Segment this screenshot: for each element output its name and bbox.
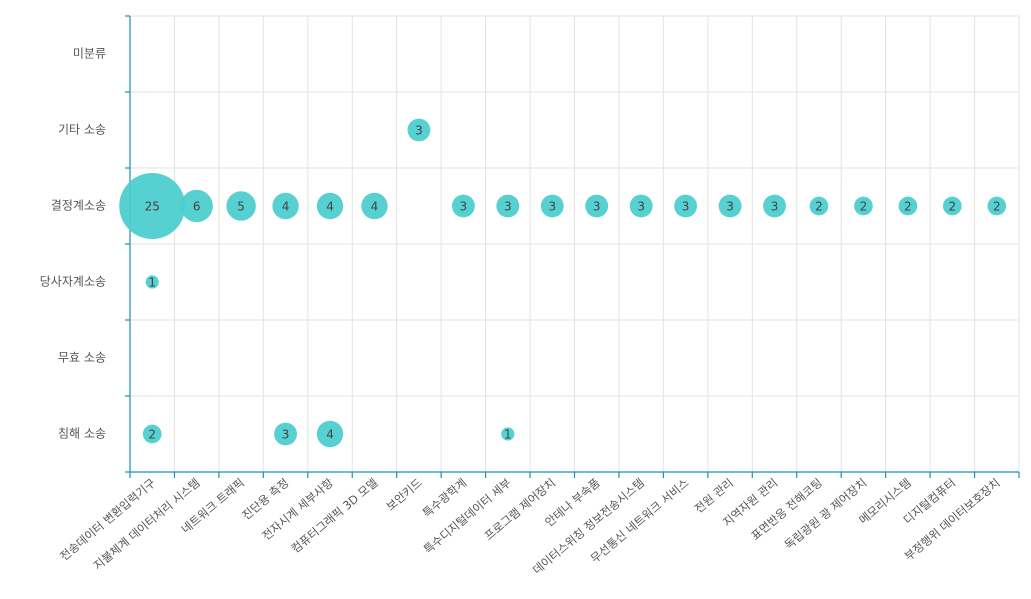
bubble [763, 194, 786, 218]
bubble [898, 196, 918, 216]
grid [130, 15, 1020, 472]
bubble-value-label: 5 [237, 200, 245, 214]
bubble-value-label: 1 [504, 428, 512, 442]
bubble [119, 173, 186, 239]
bubble [496, 194, 520, 218]
bubble-value-label: 3 [682, 200, 690, 214]
bubble [407, 118, 431, 142]
bubble [274, 422, 298, 446]
bubble [585, 194, 609, 218]
x-tick-label: 보안키드 [383, 476, 424, 514]
bubble [142, 424, 162, 444]
bubble [854, 196, 873, 216]
bubble [272, 192, 299, 220]
x-tick-label: 독립광원 광 제어장치 [782, 476, 870, 553]
bubble [674, 194, 698, 218]
bubble-value-label: 4 [326, 428, 334, 442]
y-tick-label: 당사자계소송 [40, 275, 106, 289]
bubble [180, 189, 213, 223]
bubble-value-label: 2 [148, 428, 156, 442]
bubble [629, 194, 653, 218]
bubbles: 3 25 6 5 4 4 4 3 3 3 3 3 3 3 3 2 2 2 2 2 1 2 3 4 1 [119, 118, 1007, 448]
y-tick-label: 무효 소송 [58, 351, 106, 365]
x-tick-label: 컴퓨터그래픽 3D 모델 [289, 476, 381, 556]
bubble-value-label: 3 [771, 200, 779, 214]
bubble-value-label: 3 [504, 200, 512, 214]
bubble-value-label: 3 [637, 200, 645, 214]
bubble-value-label: 4 [371, 200, 379, 214]
bubble-value-label: 3 [415, 124, 423, 138]
y-tick-label: 결정계소송 [51, 199, 106, 213]
bubble-value-label: 2 [993, 200, 1001, 214]
bubble-value-label: 3 [460, 200, 468, 214]
bubble [451, 194, 475, 218]
bubble-value-label: 4 [282, 200, 290, 214]
bubble [316, 420, 344, 448]
bubble [501, 427, 515, 441]
bubble [809, 196, 829, 216]
y-tick-label: 기타 소송 [58, 123, 106, 137]
y-tick-label: 침해 소송 [58, 427, 106, 441]
bubble-value-label: 4 [326, 200, 334, 214]
bubble [361, 192, 388, 220]
bubble [226, 191, 256, 221]
bubble [718, 194, 742, 218]
bubble [540, 194, 564, 218]
bubble-value-label: 3 [282, 428, 290, 442]
bubble [145, 275, 159, 289]
bubble [942, 196, 962, 216]
bubble-value-label: 25 [145, 200, 160, 214]
bubble-value-label: 2 [815, 200, 823, 214]
y-tick-label: 미분류 [73, 47, 106, 61]
bubble [316, 192, 344, 220]
bubble-value-label: 3 [726, 200, 734, 214]
bubble-value-label: 2 [949, 200, 957, 214]
bubble-value-label: 6 [193, 200, 201, 214]
bubble [987, 196, 1007, 216]
bubble-value-label: 3 [593, 200, 601, 214]
bubble-value-label: 2 [904, 200, 912, 214]
bubble-value-label: 3 [548, 200, 556, 214]
bubble-value-label: 1 [148, 276, 156, 290]
bubble-value-label: 2 [860, 200, 868, 214]
